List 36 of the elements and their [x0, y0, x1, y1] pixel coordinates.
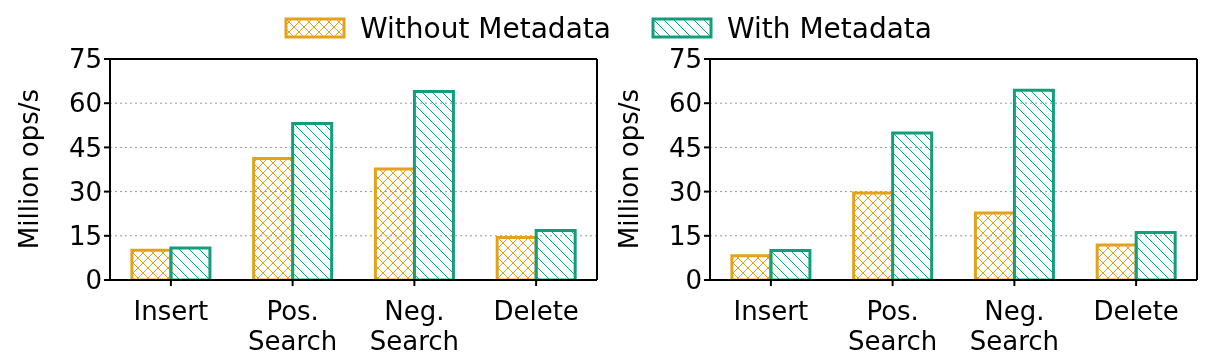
y-tick-label: 75: [68, 44, 102, 75]
bar: [495, 236, 538, 280]
bar: [973, 211, 1016, 280]
y-tick-label: 0: [85, 265, 102, 296]
y-tick-label: 45: [668, 132, 702, 163]
y-axis-title: Million ops/s: [614, 88, 644, 250]
y-tick-label: 15: [668, 221, 702, 252]
legend-label: Without Metadata: [360, 11, 611, 45]
x-tick-label: Neg. Search: [969, 296, 1060, 356]
y-tick-label: 75: [668, 44, 702, 75]
legend-label: With Metadata: [726, 11, 932, 45]
x-tick-label: Insert: [733, 296, 809, 326]
bar: [1095, 243, 1138, 280]
bar: [1134, 231, 1177, 280]
bar: [412, 89, 455, 280]
y-tick-label: 0: [685, 265, 702, 296]
bar: [769, 249, 812, 280]
x-tick-label: Pos. Search: [247, 296, 338, 356]
x-tick-label: Pos. Search: [847, 296, 938, 356]
bar: [534, 229, 577, 280]
bar: [1012, 88, 1055, 280]
x-tick-label: Delete: [493, 296, 579, 326]
y-axis-title: Million ops/s: [14, 88, 44, 250]
y-tick-label: 15: [68, 221, 102, 252]
y-tick-label: 60: [668, 88, 702, 119]
bar: [169, 246, 212, 280]
x-tick-label: Neg. Search: [369, 296, 460, 356]
x-tick-label: Delete: [1093, 296, 1179, 326]
y-tick-label: 45: [68, 132, 102, 163]
x-tick-label: Insert: [133, 296, 209, 326]
bar: [291, 122, 334, 280]
y-tick-label: 30: [668, 176, 702, 207]
y-tick-label: 30: [68, 176, 102, 207]
y-tick-label: 60: [68, 88, 102, 119]
bar: [373, 167, 416, 280]
bar: [891, 131, 934, 280]
